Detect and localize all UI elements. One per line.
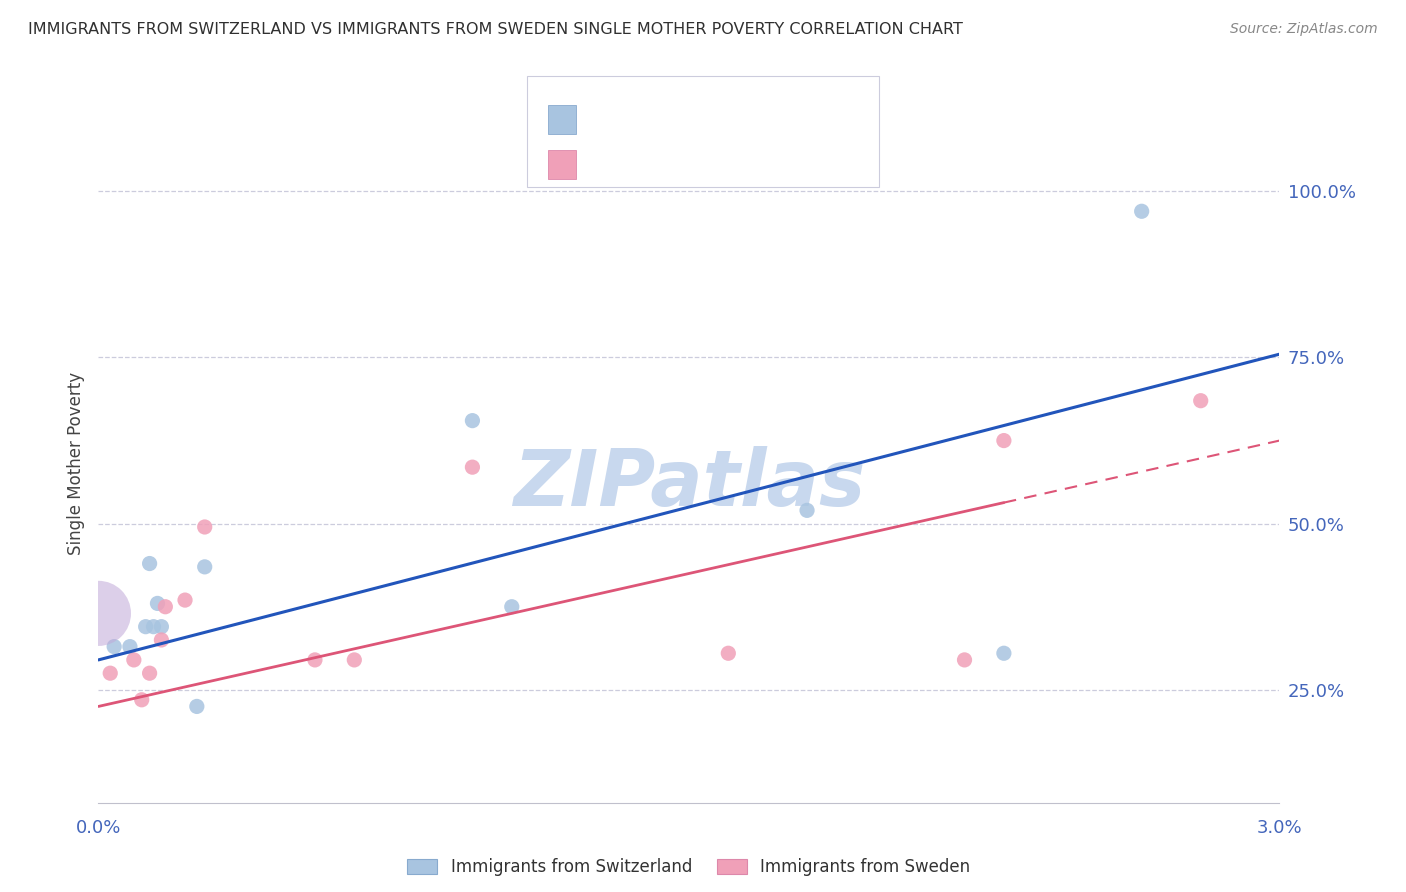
Point (103, 640, 125, 654)
Text: 14: 14 (728, 111, 754, 128)
Point (138, 666, 160, 681)
Text: N =: N = (692, 111, 731, 128)
Point (150, 632, 173, 647)
Point (194, 520, 217, 534)
Point (717, 646, 740, 660)
Point (122, 653, 145, 667)
Point (796, 503, 818, 517)
Point (1189, 393, 1212, 408)
Point (461, 460, 484, 475)
Text: Source: ZipAtlas.com: Source: ZipAtlas.com (1230, 22, 1378, 37)
Point (186, 699, 208, 714)
Point (118, 640, 141, 654)
Point (993, 646, 1015, 660)
Point (304, 653, 326, 667)
Text: ZIPatlas: ZIPatlas (513, 446, 865, 522)
Point (501, 599, 523, 614)
Point (131, 693, 153, 707)
Text: 0.579: 0.579 (623, 155, 679, 173)
Point (461, 414, 484, 428)
Text: R =: R = (585, 155, 624, 173)
Point (135, 620, 157, 634)
Text: 0.519: 0.519 (623, 111, 679, 128)
Point (1130, 204, 1153, 219)
Point (194, 559, 217, 574)
Point (87, 607, 110, 621)
Point (146, 596, 169, 610)
Text: R =: R = (585, 111, 624, 128)
Legend: Immigrants from Switzerland, Immigrants from Sweden: Immigrants from Switzerland, Immigrants … (401, 851, 977, 882)
Point (993, 434, 1015, 448)
Y-axis label: Single Mother Poverty: Single Mother Poverty (66, 372, 84, 556)
Point (155, 599, 177, 614)
Point (174, 593, 197, 607)
Point (138, 557, 160, 571)
Point (98, 666, 121, 681)
Text: IMMIGRANTS FROM SWITZERLAND VS IMMIGRANTS FROM SWEDEN SINGLE MOTHER POVERTY CORR: IMMIGRANTS FROM SWITZERLAND VS IMMIGRANT… (28, 22, 963, 37)
Point (142, 620, 165, 634)
Text: 15: 15 (728, 155, 754, 173)
Point (343, 653, 366, 667)
Point (150, 620, 173, 634)
Point (953, 653, 976, 667)
Text: N =: N = (692, 155, 731, 173)
